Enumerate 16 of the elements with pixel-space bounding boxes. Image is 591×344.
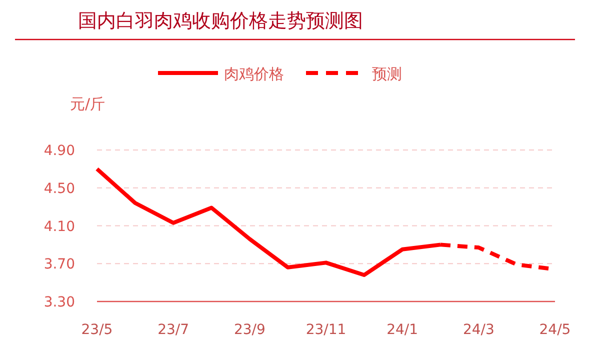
ylabel: 元/斤: [70, 95, 106, 113]
x-tick-label: 23/7: [158, 322, 190, 338]
x-tick-label: 24/1: [386, 322, 418, 338]
y-tick-label: 3.30: [44, 294, 75, 310]
legend-label: 肉鸡价格: [224, 65, 284, 83]
title: 国内白羽肉鸡收购价格走势预测图: [78, 10, 363, 32]
x-tick-label: 23/5: [81, 322, 113, 338]
legend-label: 预测: [372, 65, 402, 83]
x-tick-label: 24/3: [462, 322, 494, 338]
y-tick-label: 4.10: [44, 218, 75, 235]
x-tick-label: 23/9: [234, 322, 266, 338]
x-tick-label: 24/5: [539, 322, 571, 338]
y-tick-label: 3.70: [44, 256, 75, 273]
y-tick-label: 4.50: [44, 180, 75, 197]
y-tick-label: 4.90: [44, 143, 75, 159]
x-tick-label: 23/11: [306, 322, 346, 338]
